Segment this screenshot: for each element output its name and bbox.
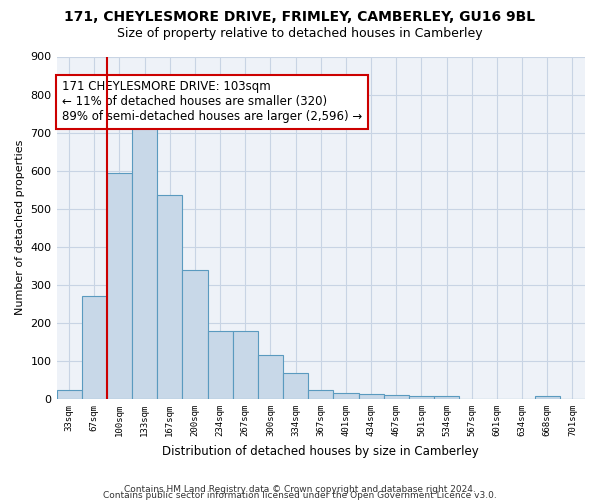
X-axis label: Distribution of detached houses by size in Camberley: Distribution of detached houses by size … bbox=[163, 444, 479, 458]
Bar bbox=[157, 196, 182, 399]
Bar bbox=[434, 396, 459, 399]
Bar bbox=[334, 394, 359, 399]
Bar bbox=[359, 394, 383, 399]
Text: Contains public sector information licensed under the Open Government Licence v3: Contains public sector information licen… bbox=[103, 491, 497, 500]
Bar bbox=[258, 354, 283, 399]
Bar bbox=[283, 373, 308, 399]
Bar bbox=[233, 332, 258, 399]
Text: 171 CHEYLESMORE DRIVE: 103sqm
← 11% of detached houses are smaller (320)
89% of : 171 CHEYLESMORE DRIVE: 103sqm ← 11% of d… bbox=[62, 80, 362, 124]
Bar bbox=[409, 396, 434, 399]
Bar bbox=[308, 390, 334, 399]
Bar bbox=[82, 296, 107, 399]
Text: Size of property relative to detached houses in Camberley: Size of property relative to detached ho… bbox=[117, 28, 483, 40]
Text: 171, CHEYLESMORE DRIVE, FRIMLEY, CAMBERLEY, GU16 9BL: 171, CHEYLESMORE DRIVE, FRIMLEY, CAMBERL… bbox=[64, 10, 536, 24]
Bar bbox=[107, 172, 132, 399]
Bar bbox=[383, 395, 409, 399]
Bar bbox=[535, 396, 560, 399]
Y-axis label: Number of detached properties: Number of detached properties bbox=[15, 140, 25, 316]
Bar bbox=[132, 118, 157, 399]
Bar bbox=[208, 332, 233, 399]
Bar bbox=[56, 390, 82, 399]
Bar bbox=[182, 270, 208, 399]
Text: Contains HM Land Registry data © Crown copyright and database right 2024.: Contains HM Land Registry data © Crown c… bbox=[124, 485, 476, 494]
